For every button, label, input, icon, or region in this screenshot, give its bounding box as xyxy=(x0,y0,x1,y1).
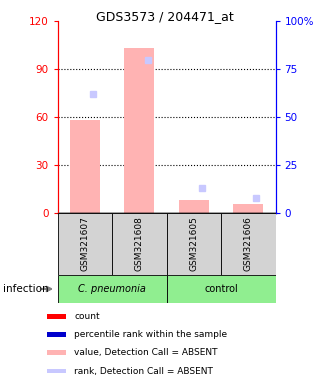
Text: control: control xyxy=(204,284,238,294)
Text: count: count xyxy=(75,312,100,321)
Bar xyxy=(70,120,100,213)
Bar xyxy=(233,204,263,213)
Text: infection: infection xyxy=(3,284,49,294)
Bar xyxy=(221,213,276,275)
Text: percentile rank within the sample: percentile rank within the sample xyxy=(75,330,228,339)
Bar xyxy=(58,275,167,303)
Bar xyxy=(58,213,112,275)
Bar xyxy=(167,275,276,303)
Bar xyxy=(124,48,154,213)
Text: GSM321607: GSM321607 xyxy=(81,217,89,271)
Text: GSM321608: GSM321608 xyxy=(135,217,144,271)
Text: value, Detection Call = ABSENT: value, Detection Call = ABSENT xyxy=(75,348,218,357)
Bar xyxy=(167,213,221,275)
Bar xyxy=(179,200,209,213)
Bar xyxy=(47,332,66,337)
Text: C. pneumonia: C. pneumonia xyxy=(78,284,146,294)
Bar xyxy=(47,351,66,355)
Text: rank, Detection Call = ABSENT: rank, Detection Call = ABSENT xyxy=(75,367,213,376)
Bar xyxy=(47,369,66,373)
Text: GSM321605: GSM321605 xyxy=(189,217,198,271)
Text: GDS3573 / 204471_at: GDS3573 / 204471_at xyxy=(96,10,234,23)
Text: GSM321606: GSM321606 xyxy=(244,217,253,271)
Bar xyxy=(47,314,66,319)
Bar xyxy=(112,213,167,275)
